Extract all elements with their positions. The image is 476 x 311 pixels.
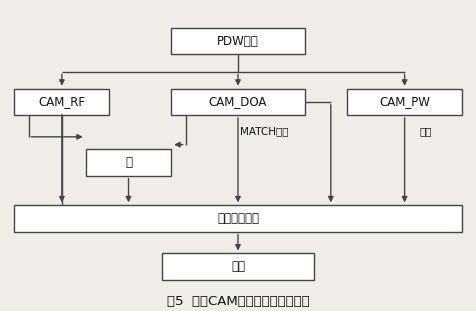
Text: CAM_DOA: CAM_DOA xyxy=(209,95,267,108)
Text: PDW输入: PDW输入 xyxy=(217,35,259,48)
Bar xyxy=(171,89,305,115)
Text: 结果: 结果 xyxy=(231,260,245,273)
Bar xyxy=(14,89,109,115)
Bar xyxy=(162,253,314,280)
Text: 地址: 地址 xyxy=(420,127,432,137)
Text: 雷达编号确定: 雷达编号确定 xyxy=(217,212,259,225)
Text: CAM_RF: CAM_RF xyxy=(39,95,85,108)
Bar xyxy=(86,149,171,176)
Bar xyxy=(347,89,462,115)
Bar xyxy=(171,28,305,54)
Bar xyxy=(14,205,462,232)
Text: CAM_PW: CAM_PW xyxy=(379,95,430,108)
Text: 图5  基于CAM的关联比较器原理图: 图5 基于CAM的关联比较器原理图 xyxy=(167,295,309,308)
Text: 写: 写 xyxy=(125,156,132,169)
Text: MATCH标志: MATCH标志 xyxy=(240,127,288,137)
